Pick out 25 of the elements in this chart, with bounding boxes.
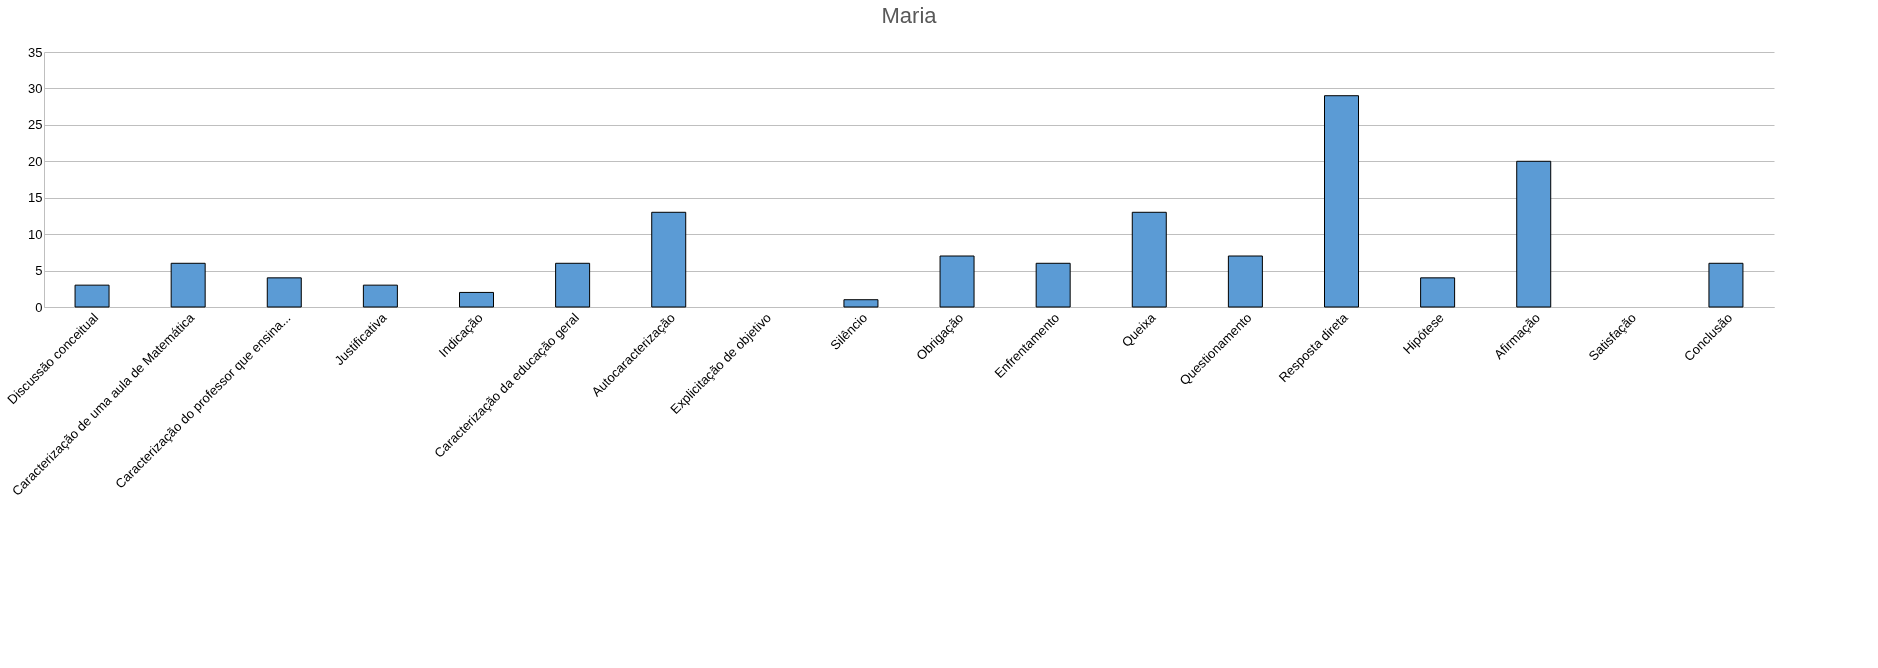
y-tick-label: 0 [35,299,43,315]
bar [1035,262,1071,308]
y-tick-label: 30 [28,80,43,96]
bar [74,284,110,308]
y-tick-label: 5 [35,263,43,279]
bar [1227,255,1263,308]
bar [266,277,302,308]
bar [1516,160,1552,308]
y-tick-label: 35 [28,44,43,60]
bar [1708,262,1744,308]
bar [459,291,494,308]
bar [843,299,879,308]
bar [1131,211,1167,308]
bar [939,255,975,308]
bar [1324,95,1359,308]
bar [362,284,398,308]
y-tick-label: 15 [28,190,43,206]
chart-title: Maria [881,3,938,28]
y-tick-label: 10 [28,226,43,242]
y-tick-label: 20 [28,153,43,169]
bar [1420,277,1456,308]
bar [170,262,206,308]
bar [651,211,687,308]
y-tick-label: 25 [28,117,43,133]
bar [555,262,591,308]
